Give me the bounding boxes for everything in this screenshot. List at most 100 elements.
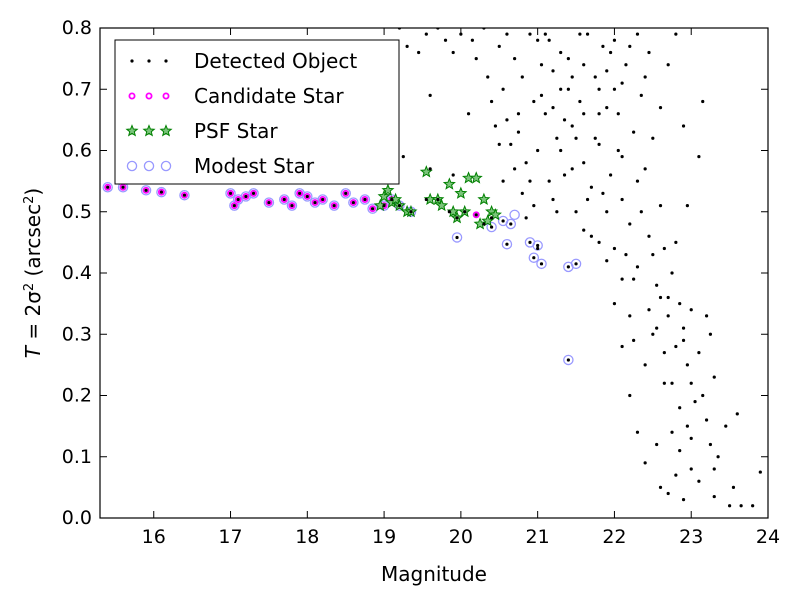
detected-object-point bbox=[370, 207, 375, 211]
detected-object-point bbox=[539, 93, 544, 97]
detected-object-point bbox=[547, 38, 551, 42]
modest-star-point bbox=[302, 191, 313, 202]
detected-object-point bbox=[689, 467, 693, 471]
detected-object-point bbox=[566, 87, 570, 91]
detected-object-point bbox=[597, 142, 601, 146]
modest-star-point bbox=[179, 189, 190, 201]
detected-object-point bbox=[681, 498, 686, 502]
detected-object-point bbox=[647, 308, 651, 312]
detected-object-point bbox=[351, 200, 355, 205]
detected-object-point bbox=[551, 197, 555, 202]
detected-object-point bbox=[728, 504, 732, 508]
detected-object-point bbox=[321, 197, 325, 202]
detected-object-point bbox=[628, 222, 632, 226]
detected-object-point bbox=[570, 124, 574, 128]
detected-object-point bbox=[589, 185, 594, 189]
modest-star-point bbox=[328, 200, 340, 211]
detected-object-point bbox=[516, 112, 521, 116]
modest-star-point bbox=[156, 186, 167, 198]
detected-object-point bbox=[758, 470, 762, 474]
detected-object-point bbox=[701, 393, 705, 398]
detected-object-point bbox=[397, 204, 402, 208]
detected-object-point bbox=[662, 381, 666, 385]
detected-object-point bbox=[505, 242, 509, 246]
detected-object-point bbox=[678, 449, 682, 453]
detected-object-point bbox=[509, 222, 513, 226]
psf-star-point bbox=[454, 186, 468, 199]
detected-object-point bbox=[624, 253, 628, 257]
detected-object-point bbox=[643, 461, 647, 465]
detected-object-point bbox=[559, 148, 563, 153]
detected-object-point bbox=[585, 32, 590, 36]
detected-object-point bbox=[697, 155, 701, 159]
detected-object-point bbox=[536, 246, 540, 251]
detected-object-point bbox=[689, 308, 693, 312]
psf-star-point bbox=[435, 198, 449, 212]
detected-object-point bbox=[566, 265, 570, 269]
detected-object-point bbox=[474, 213, 478, 217]
detected-object-point bbox=[666, 491, 670, 496]
detected-object-point bbox=[528, 32, 532, 36]
detected-object-point bbox=[570, 75, 574, 79]
modest-star-point bbox=[359, 194, 371, 205]
detected-object-point bbox=[539, 63, 544, 67]
detected-object-point bbox=[405, 44, 409, 48]
detected-object-point bbox=[463, 210, 467, 214]
detected-object-point bbox=[497, 44, 501, 48]
detected-object-point bbox=[697, 479, 701, 483]
detected-object-point bbox=[424, 32, 428, 36]
detected-object-point bbox=[562, 173, 567, 177]
detected-object-point bbox=[182, 193, 187, 197]
detected-object-point bbox=[543, 112, 547, 116]
detected-object-point bbox=[520, 191, 524, 195]
psf-star-point bbox=[377, 189, 391, 202]
detected-object-point bbox=[144, 188, 148, 192]
detected-object-point bbox=[520, 75, 524, 79]
detected-object-point bbox=[635, 265, 640, 269]
y-label-unit-sup: 2 bbox=[22, 196, 37, 204]
detected-object-point bbox=[539, 262, 544, 266]
detected-object-point bbox=[489, 225, 494, 229]
detected-object-point bbox=[470, 38, 474, 42]
detected-object-point bbox=[655, 326, 659, 330]
detected-object-point bbox=[701, 99, 705, 104]
detected-object-point bbox=[566, 358, 570, 362]
detected-object-point bbox=[505, 118, 509, 122]
detected-object-point bbox=[547, 179, 551, 183]
detected-object-point bbox=[597, 87, 601, 91]
detected-object-point bbox=[382, 204, 386, 208]
x-axis-label: Magnitude bbox=[381, 562, 487, 586]
modest-star-point bbox=[263, 197, 275, 208]
detected-object-point bbox=[685, 424, 689, 428]
detected-object-point bbox=[620, 344, 624, 349]
psf-star-point bbox=[381, 183, 395, 196]
detected-object-point bbox=[436, 197, 440, 202]
legend-box bbox=[114, 39, 400, 185]
detected-object-point bbox=[655, 283, 659, 287]
detected-object-point bbox=[578, 99, 582, 104]
legend-label: Candidate Star bbox=[194, 84, 344, 108]
detected-object-point bbox=[624, 63, 628, 67]
detected-object-point bbox=[428, 167, 432, 171]
y-label-unit-close: ) bbox=[21, 188, 45, 196]
detected-object-point bbox=[628, 314, 632, 318]
detected-object-point bbox=[678, 406, 682, 410]
modest-star-point bbox=[528, 252, 540, 263]
detected-object-point bbox=[651, 253, 655, 257]
detected-object-point bbox=[528, 240, 532, 244]
detected-object-point bbox=[298, 191, 302, 195]
detected-object-point bbox=[390, 197, 394, 202]
detected-object-point bbox=[482, 222, 486, 226]
detected-object-point bbox=[628, 44, 632, 48]
detected-object-point bbox=[605, 210, 609, 214]
legend-marker bbox=[126, 160, 138, 172]
y-axis-label: T = 2σ2 (arcsec2) bbox=[21, 188, 45, 358]
plot-area bbox=[102, 28, 762, 508]
detected-object-point bbox=[612, 38, 617, 42]
detected-object-point bbox=[708, 332, 713, 336]
detected-object-point bbox=[658, 204, 663, 208]
detected-object-point bbox=[681, 326, 686, 330]
legend-marker bbox=[142, 124, 156, 137]
modest-star-point bbox=[536, 258, 547, 270]
detected-object-point bbox=[635, 179, 640, 183]
